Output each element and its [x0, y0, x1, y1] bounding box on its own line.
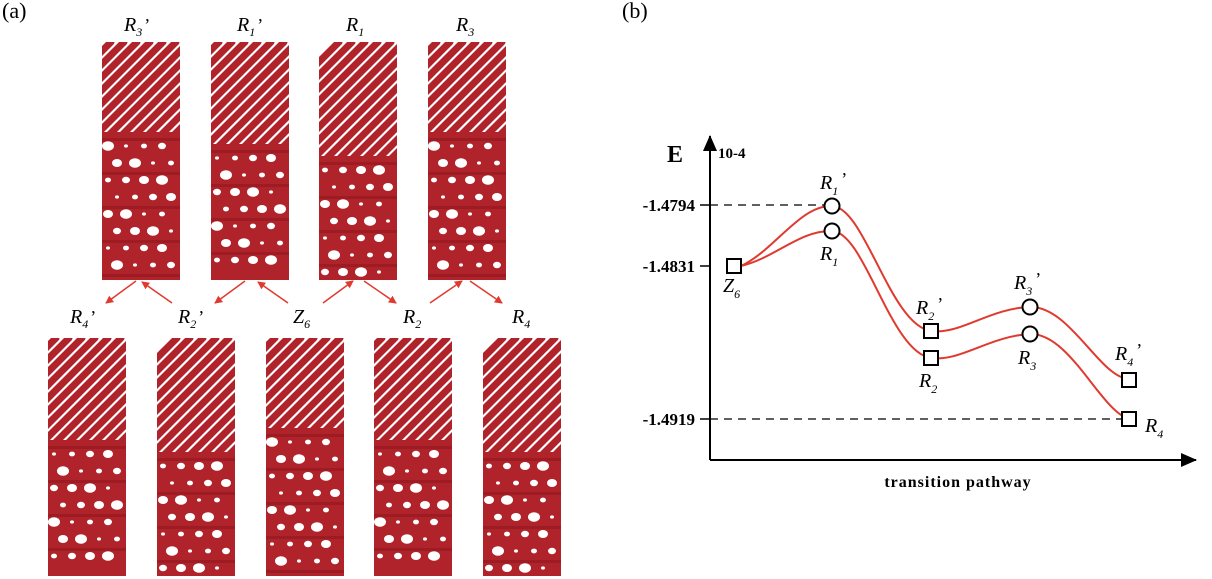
- arrow-z6-to-r2p: [214, 280, 246, 304]
- transition-arrows: [105, 280, 503, 304]
- label-top-r3-prime: R3’: [124, 14, 151, 39]
- point-label-r4-prime: R4’: [1114, 340, 1142, 369]
- marker-r3-prime: [1021, 298, 1039, 316]
- arrow-r2-to-r3: [429, 280, 463, 304]
- point-label-r1-prime: R1’: [819, 169, 847, 198]
- marker-r1: [823, 222, 841, 240]
- marker-r2: [923, 350, 939, 366]
- label-bottom-r2: R2: [403, 306, 422, 331]
- structure-image-r1: [319, 42, 397, 280]
- arrow-z6-to-r1p: [257, 281, 289, 304]
- label-top-r1: R1: [346, 14, 365, 39]
- y-tick-label: -1.4919: [643, 410, 695, 429]
- structure-image-r3: [428, 42, 506, 280]
- structure-image-r1-prime: [211, 42, 289, 280]
- pathway-curve: [740, 229, 1130, 420]
- point-label-r4: R4: [1144, 415, 1163, 441]
- label-top-r1-prime: R1’: [237, 14, 264, 39]
- y-tick-label: -1.4831: [643, 257, 695, 276]
- arrow-r2p-to-r4p: [105, 280, 137, 304]
- panel-label-b: (b): [622, 0, 648, 23]
- structure-image-r2-prime: [157, 338, 235, 576]
- label-bottom-z6: Z6: [293, 306, 311, 331]
- y-axis-label: E: [667, 142, 683, 168]
- marker-r1-prime: [823, 197, 841, 215]
- marker-r2-prime: [923, 323, 939, 339]
- label-bottom-r2-prime: R2’: [178, 306, 205, 331]
- point-label-r2: R2: [918, 370, 937, 396]
- label-bottom-r4: R4: [512, 306, 531, 331]
- x-axis-label: transition pathway: [884, 474, 1031, 491]
- structure-image-z6: [266, 338, 344, 576]
- point-label-z6: Z6: [723, 275, 740, 301]
- point-label-r2-prime: R2’: [915, 294, 943, 323]
- structure-image-r3-prime: [102, 42, 180, 280]
- marker-r4-prime: [1121, 372, 1137, 388]
- arrow-r3-to-r4: [469, 280, 503, 304]
- pathway-curve-prime: [740, 204, 1130, 380]
- marker-r3: [1021, 325, 1039, 343]
- panel-label-a: (a): [2, 0, 27, 23]
- arrow-r2p-to-r3p: [141, 281, 173, 304]
- y-axis-multiplier: 10-4: [718, 146, 746, 162]
- label-bottom-r4-prime: R4’: [70, 306, 97, 331]
- marker-z6: [726, 258, 742, 274]
- point-label-r1: R1: [819, 243, 838, 269]
- label-top-r3: R3: [456, 14, 475, 39]
- structure-image-r4-prime: [48, 338, 126, 576]
- point-label-r3: R3: [1017, 347, 1036, 373]
- structure-image-r4: [483, 338, 561, 576]
- marker-r4: [1121, 411, 1137, 427]
- point-label-r3-prime: R3’: [1013, 269, 1041, 298]
- arrow-z6-to-r1: [322, 280, 354, 304]
- y-tick-label: -1.4794: [643, 196, 696, 215]
- arrow-r1-to-r2: [363, 280, 397, 304]
- structure-image-r2: [374, 338, 452, 576]
